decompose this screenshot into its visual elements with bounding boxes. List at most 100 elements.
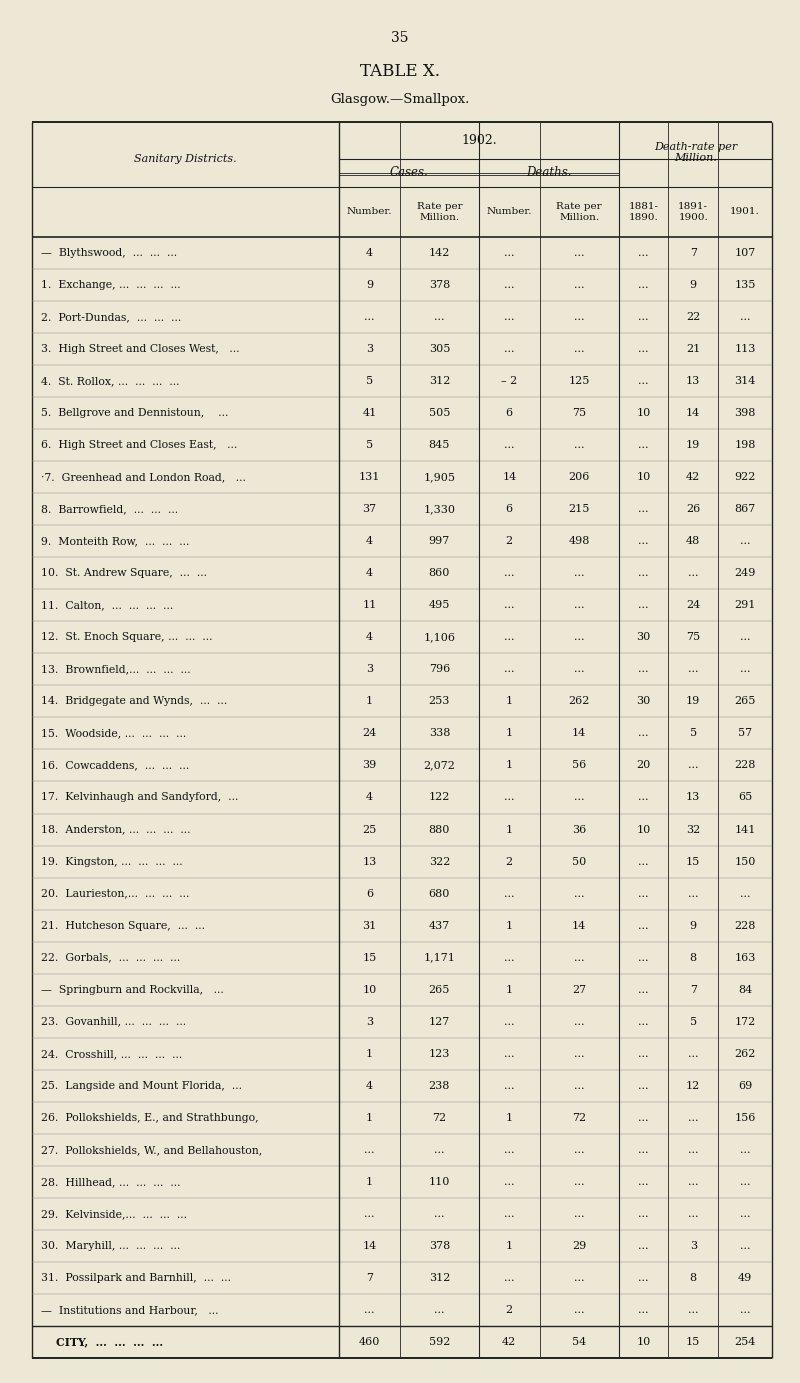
- Text: ...: ...: [740, 664, 750, 675]
- Text: 49: 49: [738, 1272, 752, 1283]
- Text: ...: ...: [688, 1177, 698, 1187]
- Text: 398: 398: [734, 408, 756, 418]
- Text: 4: 4: [366, 1080, 373, 1091]
- Text: 30: 30: [637, 632, 650, 642]
- Text: 1: 1: [506, 1241, 513, 1250]
- Text: ...: ...: [688, 1145, 698, 1155]
- Text: 2.  Port-Dundas,  ...  ...  ...: 2. Port-Dundas, ... ... ...: [41, 313, 182, 322]
- Text: 131: 131: [358, 472, 380, 483]
- Text: ...: ...: [574, 600, 585, 610]
- Text: 135: 135: [734, 279, 756, 290]
- Text: 123: 123: [429, 1048, 450, 1059]
- Text: ...: ...: [740, 632, 750, 642]
- Text: 26: 26: [686, 505, 700, 514]
- Text: 215: 215: [569, 505, 590, 514]
- Text: 3: 3: [366, 664, 373, 675]
- Text: 15: 15: [362, 953, 377, 963]
- Text: 29: 29: [572, 1241, 586, 1250]
- Text: 42: 42: [686, 472, 700, 483]
- Text: Rate per
Million.: Rate per Million.: [417, 202, 462, 221]
- Text: ...: ...: [740, 1209, 750, 1218]
- Text: 314: 314: [734, 376, 756, 386]
- Text: 41: 41: [362, 408, 377, 418]
- Text: ...: ...: [504, 1145, 514, 1155]
- Text: ...: ...: [574, 664, 585, 675]
- Text: 1: 1: [506, 824, 513, 834]
- Text: 6: 6: [366, 889, 373, 899]
- Text: 1: 1: [366, 1048, 373, 1059]
- Text: 8: 8: [690, 953, 697, 963]
- Text: 378: 378: [429, 279, 450, 290]
- Text: 172: 172: [734, 1017, 756, 1026]
- Text: ...: ...: [504, 632, 514, 642]
- Text: ...: ...: [638, 953, 649, 963]
- Text: 1,330: 1,330: [423, 505, 455, 514]
- Text: ·7.  Greenhead and London Road,   ...: ·7. Greenhead and London Road, ...: [41, 472, 246, 483]
- Text: ...: ...: [638, 1048, 649, 1059]
- Text: 15: 15: [686, 856, 700, 867]
- Text: ...: ...: [504, 664, 514, 675]
- Text: ...: ...: [688, 1113, 698, 1123]
- Text: 922: 922: [734, 472, 756, 483]
- Text: 35: 35: [391, 30, 409, 46]
- Text: 228: 228: [734, 921, 756, 931]
- Text: 39: 39: [362, 761, 377, 770]
- Text: 22.  Gorbals,  ...  ...  ...  ...: 22. Gorbals, ... ... ... ...: [41, 953, 180, 963]
- Text: 253: 253: [429, 697, 450, 707]
- Text: ...: ...: [638, 985, 649, 994]
- Text: ...: ...: [740, 1241, 750, 1250]
- Text: ...: ...: [504, 248, 514, 259]
- Text: 1881-
1890.: 1881- 1890.: [629, 202, 658, 221]
- Text: 24.  Crosshill, ...  ...  ...  ...: 24. Crosshill, ... ... ... ...: [41, 1048, 182, 1059]
- Text: —  Blythswood,  ...  ...  ...: — Blythswood, ... ... ...: [41, 248, 177, 259]
- Text: 8.  Barrowfield,  ...  ...  ...: 8. Barrowfield, ... ... ...: [41, 505, 178, 514]
- Text: 72: 72: [572, 1113, 586, 1123]
- Text: ...: ...: [434, 1306, 445, 1315]
- Text: 198: 198: [734, 440, 756, 451]
- Text: ...: ...: [504, 1048, 514, 1059]
- Text: 8: 8: [690, 1272, 697, 1283]
- Text: 42: 42: [502, 1337, 517, 1347]
- Text: ...: ...: [574, 1306, 585, 1315]
- Text: 860: 860: [429, 568, 450, 578]
- Text: 262: 262: [734, 1048, 756, 1059]
- Text: ...: ...: [638, 1272, 649, 1283]
- Text: 36: 36: [572, 824, 586, 834]
- Text: 338: 338: [429, 729, 450, 739]
- Text: 1,905: 1,905: [423, 472, 455, 483]
- Text: 4: 4: [366, 632, 373, 642]
- Text: ...: ...: [574, 248, 585, 259]
- Text: 1: 1: [506, 761, 513, 770]
- Text: 6: 6: [506, 408, 513, 418]
- Text: 305: 305: [429, 344, 450, 354]
- Text: 495: 495: [429, 600, 450, 610]
- Text: ...: ...: [638, 440, 649, 451]
- Text: 75: 75: [572, 408, 586, 418]
- Text: ...: ...: [574, 1080, 585, 1091]
- Text: Glasgow.—Smallpox.: Glasgow.—Smallpox.: [330, 94, 470, 106]
- Text: 997: 997: [429, 537, 450, 546]
- Text: 15.  Woodside, ...  ...  ...  ...: 15. Woodside, ... ... ... ...: [41, 729, 186, 739]
- Text: 110: 110: [429, 1177, 450, 1187]
- Text: 12.  St. Enoch Square, ...  ...  ...: 12. St. Enoch Square, ... ... ...: [41, 632, 213, 642]
- Text: 122: 122: [429, 792, 450, 802]
- Text: 4: 4: [366, 537, 373, 546]
- Text: 150: 150: [734, 856, 756, 867]
- Text: 28.  Hillhead, ...  ...  ...  ...: 28. Hillhead, ... ... ... ...: [41, 1177, 181, 1187]
- Text: 57: 57: [738, 729, 752, 739]
- Text: 1.  Exchange, ...  ...  ...  ...: 1. Exchange, ... ... ... ...: [41, 279, 181, 290]
- Text: 16.  Cowcaddens,  ...  ...  ...: 16. Cowcaddens, ... ... ...: [41, 761, 190, 770]
- Text: ...: ...: [504, 953, 514, 963]
- Text: ...: ...: [740, 1145, 750, 1155]
- Text: 5: 5: [366, 376, 373, 386]
- Text: 127: 127: [429, 1017, 450, 1026]
- Text: – 2: – 2: [501, 376, 518, 386]
- Text: 265: 265: [734, 697, 756, 707]
- Text: ...: ...: [434, 1145, 445, 1155]
- Text: 13: 13: [686, 792, 700, 802]
- Text: 23.  Govanhill, ...  ...  ...  ...: 23. Govanhill, ... ... ... ...: [41, 1017, 186, 1026]
- Text: 37: 37: [362, 505, 377, 514]
- Text: ...: ...: [504, 1017, 514, 1026]
- Text: 11.  Calton,  ...  ...  ...  ...: 11. Calton, ... ... ... ...: [41, 600, 174, 610]
- Text: 4.  St. Rollox, ...  ...  ...  ...: 4. St. Rollox, ... ... ... ...: [41, 376, 179, 386]
